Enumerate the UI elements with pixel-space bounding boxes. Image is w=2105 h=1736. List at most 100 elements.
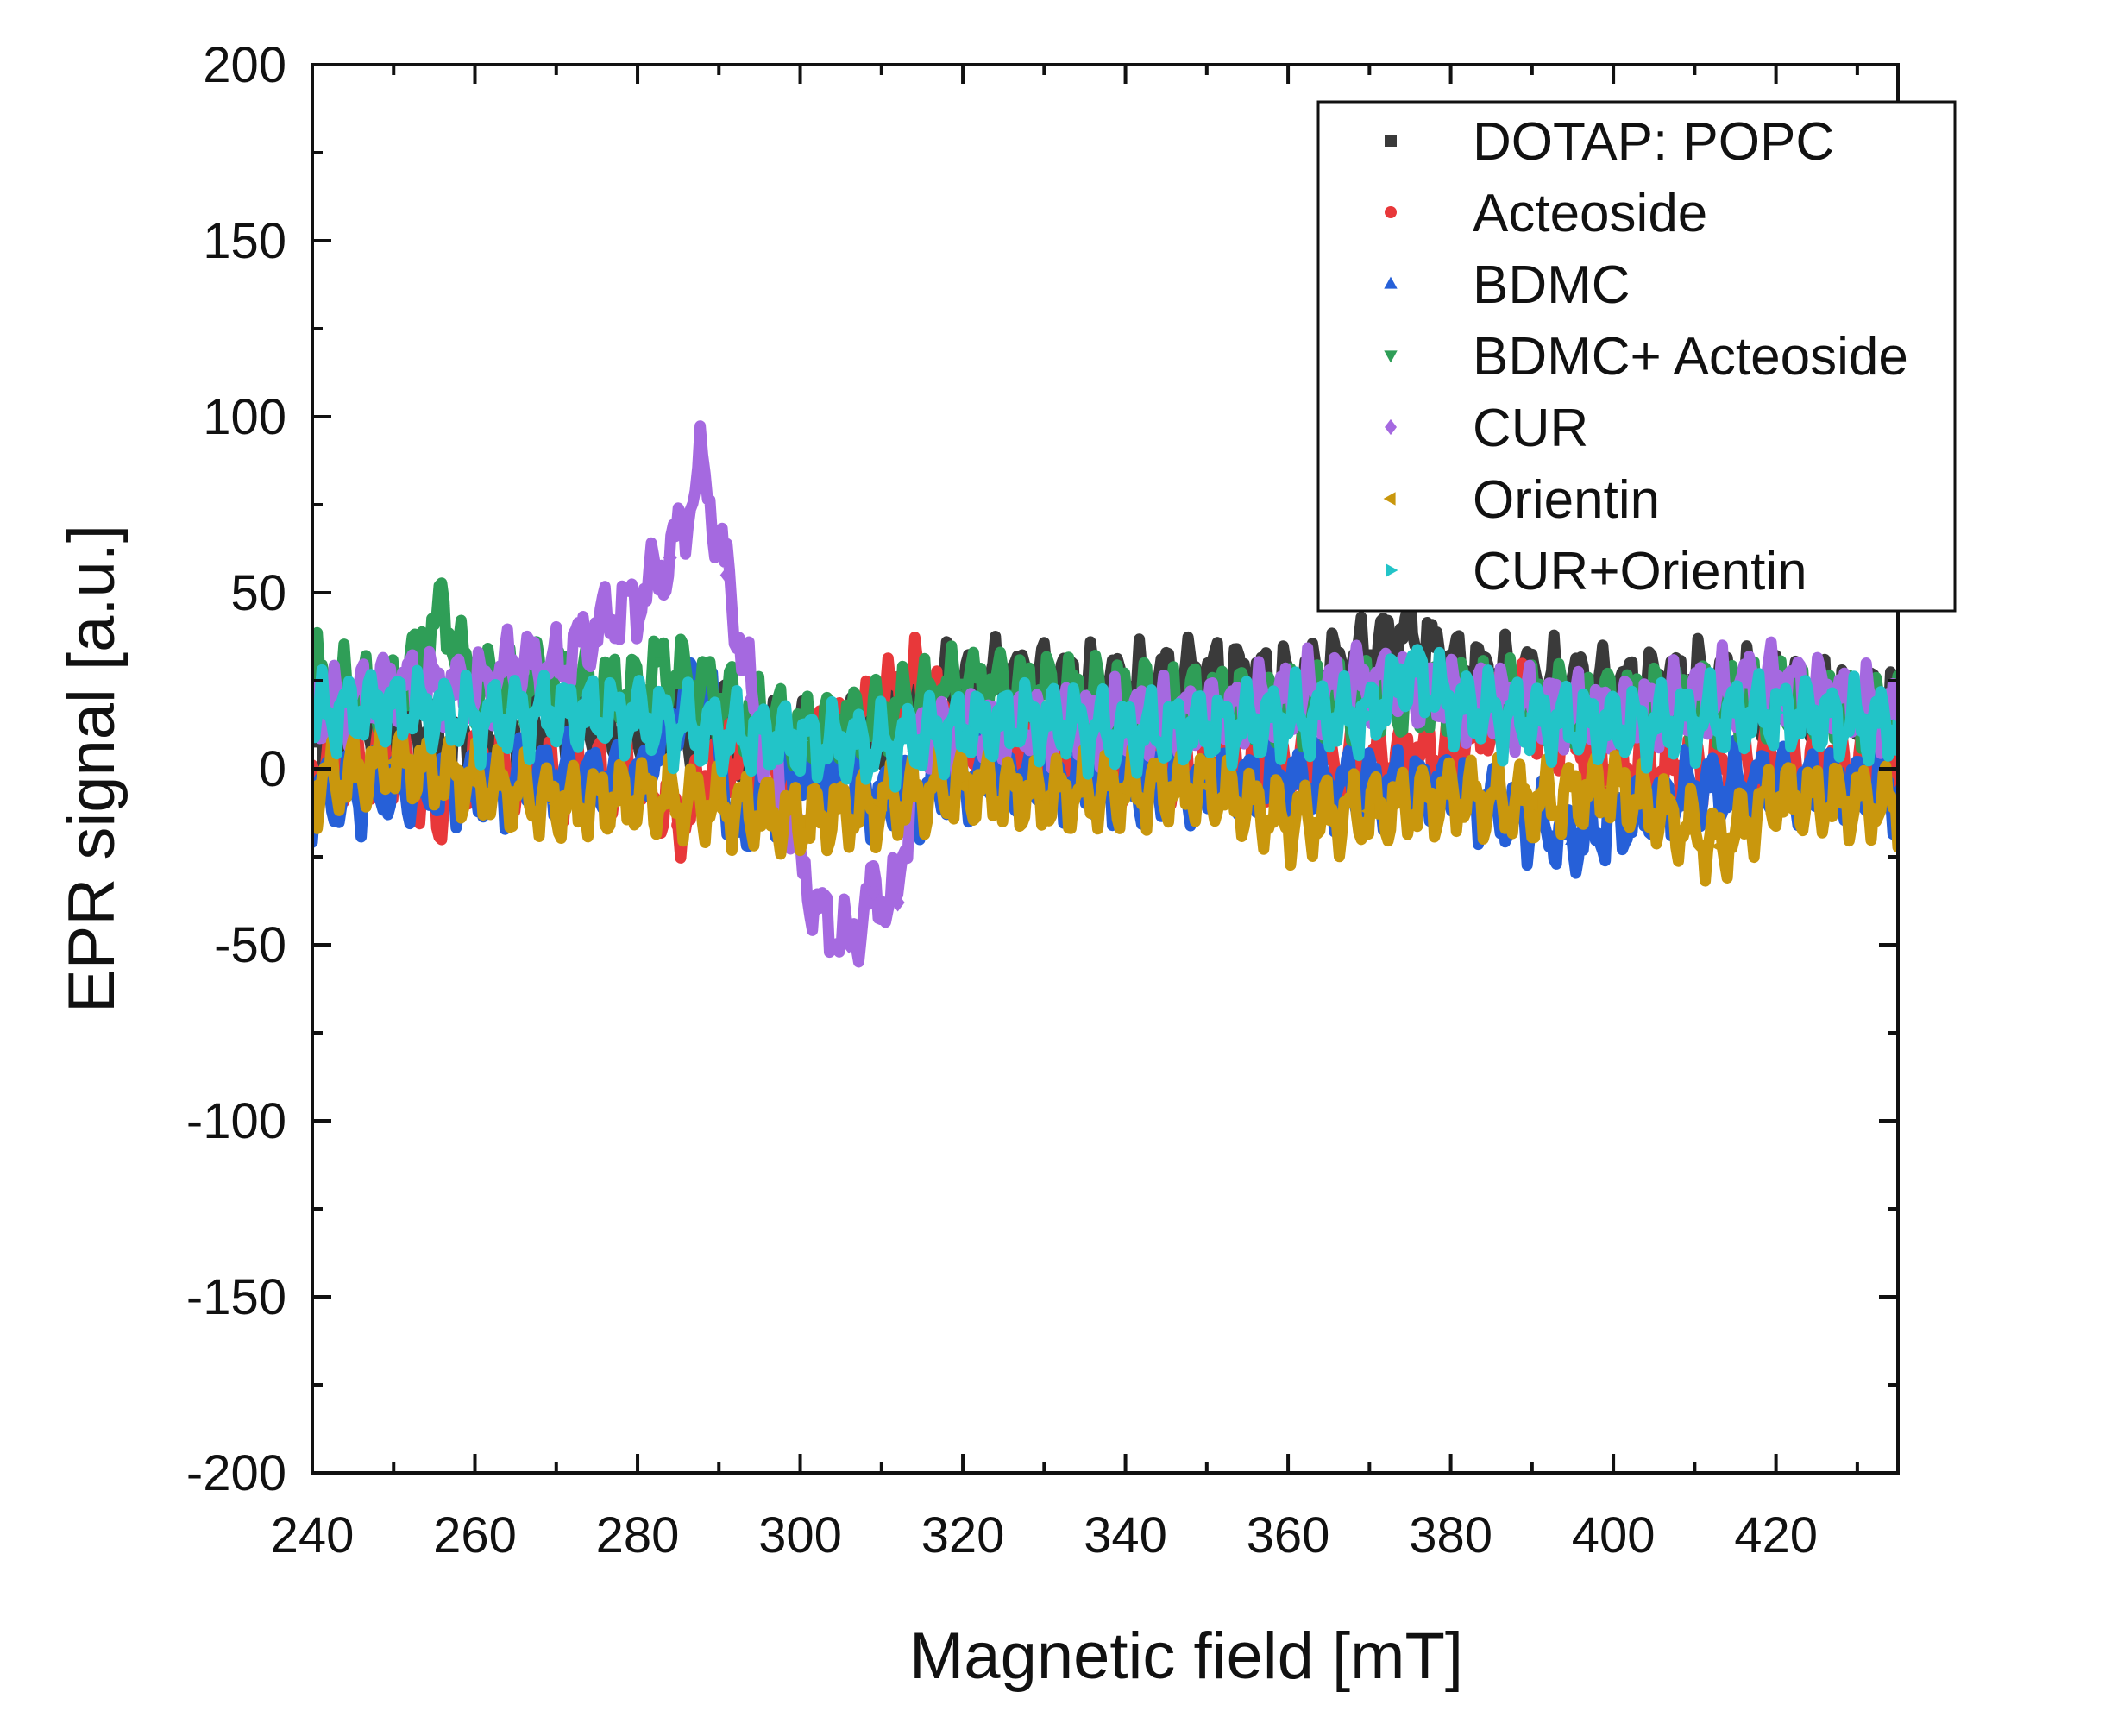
data-point	[1035, 789, 1050, 805]
y-tick-label: 100	[203, 389, 286, 445]
legend-entry-acteoside: Acteoside	[1385, 184, 1707, 243]
data-point	[876, 739, 890, 756]
legend-label: DOTAP: POPC	[1473, 112, 1834, 172]
legend-marker	[1385, 135, 1397, 147]
data-point	[710, 796, 725, 812]
data-point	[866, 883, 881, 902]
data-point	[1890, 781, 1898, 796]
data-point	[842, 935, 857, 954]
data-point	[1607, 719, 1622, 734]
data-point	[890, 893, 905, 912]
data-point	[1711, 838, 1725, 854]
data-point	[791, 814, 806, 829]
legend-box	[1316, 100, 1957, 613]
data-point	[744, 689, 758, 708]
legend-marker	[1384, 350, 1398, 363]
data-point	[1442, 789, 1456, 805]
x-tick-label: 240	[271, 1507, 355, 1563]
x-axis-title: Magnetic field [mT]	[909, 1620, 1463, 1693]
data-point	[1360, 803, 1375, 819]
ticks-layer: 240 260 280 300 320 340 360 380 400 420 200 150 100 5…	[186, 37, 1898, 1563]
legend-marker	[1385, 418, 1397, 436]
y-tick-label: -200	[186, 1445, 286, 1501]
data-point	[1605, 778, 1619, 795]
legend-marker	[1384, 276, 1398, 289]
series-layer	[312, 420, 1898, 968]
y-tick-label: -100	[186, 1093, 286, 1149]
x-tick-label: 360	[1247, 1507, 1330, 1563]
data-point	[469, 712, 484, 727]
data-point	[1116, 782, 1131, 798]
data-point	[1404, 662, 1419, 678]
data-point	[654, 657, 670, 672]
legend-marker	[1386, 563, 1398, 577]
data-point	[435, 605, 450, 619]
x-tick-label: 340	[1084, 1507, 1167, 1563]
data-point	[1770, 704, 1785, 720]
data-point	[312, 711, 321, 721]
legend-label: Orientin	[1473, 470, 1660, 530]
legend: DOTAP: POPC Acteoside BDMC BDMC+ Acteoside C…	[1316, 100, 1957, 613]
data-point	[1445, 697, 1460, 714]
data-point	[663, 548, 677, 567]
legend-label: CUR+Orientin	[1473, 542, 1807, 601]
x-tick-label: 380	[1409, 1507, 1492, 1563]
legend-marker	[1383, 492, 1396, 506]
data-point	[1279, 814, 1294, 829]
y-tick-label: -50	[214, 917, 286, 973]
x-tick-label: 420	[1734, 1507, 1818, 1563]
data-point	[1198, 778, 1213, 795]
data-point	[1889, 799, 1898, 809]
legend-entry-cur: CUR	[1385, 399, 1588, 458]
data-point	[809, 900, 824, 919]
data-point	[1526, 712, 1541, 727]
series-trace	[312, 644, 1898, 793]
data-point	[1282, 712, 1297, 727]
x-tick-label: 300	[758, 1507, 842, 1563]
y-tick-label: 50	[230, 565, 286, 621]
legend-entry-bdmc-acteoside: BDMC+ Acteoside	[1384, 327, 1908, 387]
data-point	[1768, 789, 1782, 805]
legend-entry-bdmc: BDMC	[1384, 255, 1631, 315]
data-point	[508, 654, 523, 672]
data-point	[387, 697, 402, 714]
data-point	[713, 726, 727, 741]
data-point	[1524, 796, 1538, 812]
x-tick-label: 320	[921, 1507, 1005, 1563]
legend-label: CUR	[1473, 399, 1588, 458]
y-axis-title: EPR signal [a.u.]	[55, 525, 129, 1013]
legend-entry-orientin: Orientin	[1383, 470, 1660, 530]
legend-entry-cur-orientin: CUR+Orientin	[1386, 542, 1807, 601]
data-point	[589, 619, 604, 638]
y-tick-label: 200	[203, 37, 286, 93]
data-point	[695, 456, 710, 475]
x-tick-label: 400	[1572, 1507, 1656, 1563]
x-tick-label: 260	[433, 1507, 517, 1563]
data-point	[719, 566, 734, 584]
data-point	[466, 775, 481, 791]
data-point	[955, 678, 971, 693]
data-point	[795, 733, 809, 749]
legend-marker	[1385, 206, 1397, 218]
data-point	[1201, 719, 1216, 734]
data-point	[1363, 708, 1378, 724]
data-point	[1403, 620, 1417, 635]
data-point	[548, 796, 562, 812]
data-point	[550, 704, 565, 720]
data-point	[1565, 831, 1580, 845]
x-tick-label: 280	[596, 1507, 680, 1563]
data-point	[549, 661, 563, 680]
data-point	[385, 754, 399, 770]
data-point	[957, 719, 971, 734]
y-tick-label: 150	[203, 213, 286, 269]
y-tick-label: 0	[259, 741, 286, 797]
data-point	[1280, 774, 1296, 789]
data-point	[1688, 712, 1703, 727]
data-point	[1120, 726, 1134, 741]
data-point	[629, 789, 644, 805]
data-point	[1038, 712, 1052, 727]
y-tick-label: -150	[186, 1269, 286, 1325]
legend-label: BDMC	[1473, 255, 1631, 315]
legend-label: Acteoside	[1473, 184, 1707, 243]
